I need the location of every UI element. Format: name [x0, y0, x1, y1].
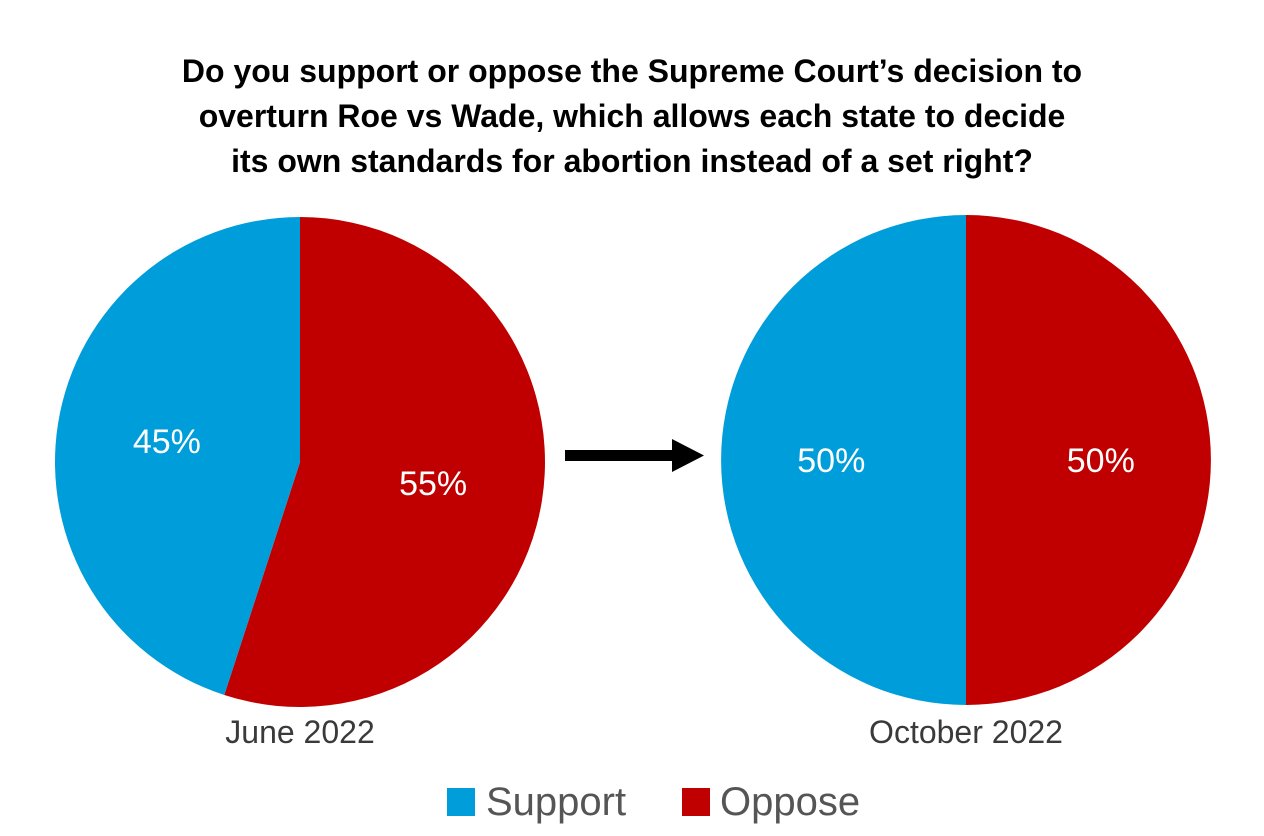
pie-slice-label: 50%: [1067, 442, 1135, 480]
chart-title-line: its own standards for abortion instead o…: [231, 143, 1033, 179]
right-arrow-icon: [565, 439, 704, 472]
pie-chart: 55% 45% June 2022: [54, 216, 545, 750]
pie-slice-label: 45%: [133, 423, 201, 461]
pie-slice-label: 50%: [797, 442, 865, 480]
legend-swatch-support: [447, 788, 475, 816]
pie-slice-oppose: [966, 215, 1211, 705]
legend-label-support: Support: [486, 780, 626, 824]
legend-label-oppose: Oppose: [720, 780, 860, 824]
chart-title-line: overturn Roe vs Wade, which allows each …: [199, 98, 1066, 134]
pie-slice-label: 55%: [399, 465, 467, 503]
pie-slice-support: [54, 216, 301, 696]
legend: Support Oppose: [447, 780, 860, 824]
legend-swatch-oppose: [682, 788, 710, 816]
pie-date-label: June 2022: [225, 714, 374, 750]
pie-slice-oppose: [224, 217, 545, 707]
chart-title-line: Do you support or oppose the Supreme Cou…: [182, 53, 1082, 89]
pie-chart: 50% 50% October 2022: [721, 215, 1211, 750]
pie-slice-support: [721, 215, 966, 705]
pie-date-label: October 2022: [869, 714, 1063, 750]
